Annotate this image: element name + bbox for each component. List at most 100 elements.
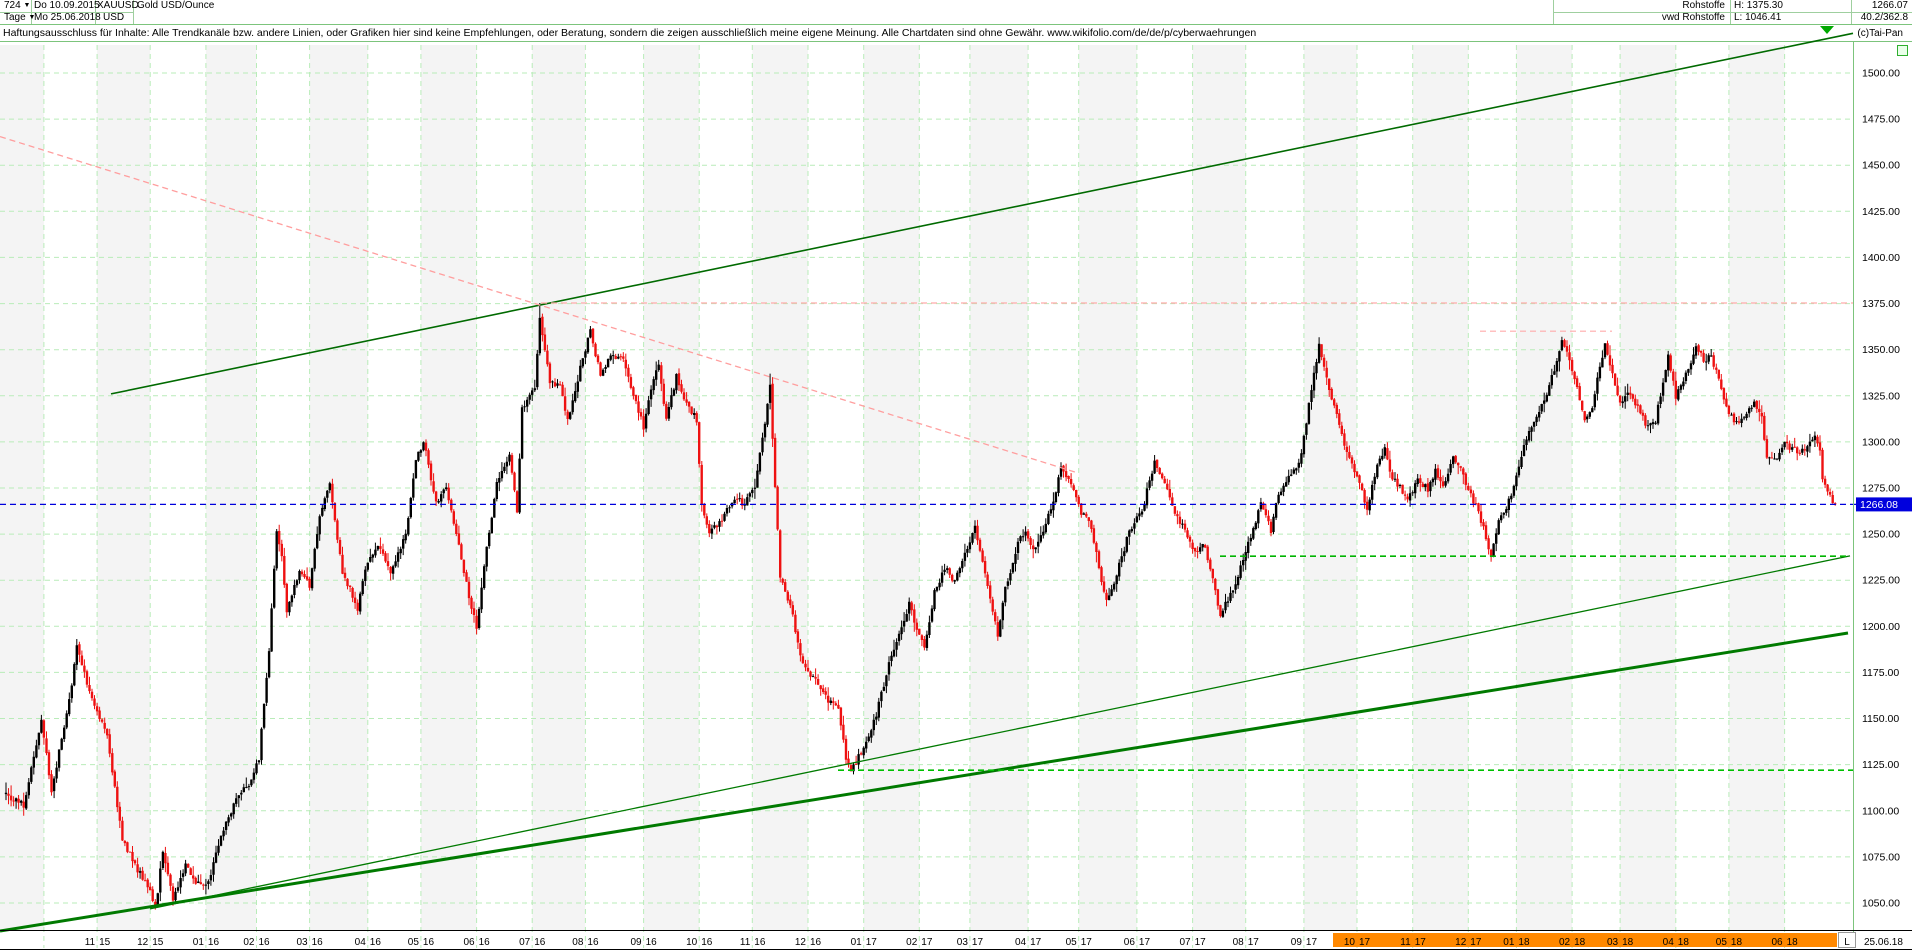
svg-text:1125.00: 1125.00 bbox=[1862, 759, 1899, 771]
svg-text:09: 09 bbox=[1291, 937, 1303, 948]
svg-text:08: 08 bbox=[572, 937, 584, 948]
svg-text:04: 04 bbox=[1015, 937, 1027, 948]
svg-text:18: 18 bbox=[1622, 937, 1634, 948]
svg-text:02: 02 bbox=[906, 937, 918, 948]
svg-text:11: 11 bbox=[740, 937, 751, 948]
svg-text:12: 12 bbox=[795, 937, 807, 948]
svg-text:12: 12 bbox=[137, 937, 149, 948]
svg-text:17: 17 bbox=[972, 937, 984, 948]
svg-text:17: 17 bbox=[1139, 937, 1151, 948]
svg-text:06: 06 bbox=[1771, 937, 1783, 948]
svg-text:10: 10 bbox=[1344, 937, 1356, 948]
svg-text:11: 11 bbox=[1400, 937, 1411, 948]
svg-text:17: 17 bbox=[1306, 937, 1318, 948]
svg-text:18: 18 bbox=[1678, 937, 1690, 948]
svg-text:01: 01 bbox=[851, 937, 863, 948]
svg-text:25.06.18: 25.06.18 bbox=[1864, 937, 1903, 948]
svg-text:16: 16 bbox=[587, 937, 599, 948]
svg-text:1200.00: 1200.00 bbox=[1862, 621, 1900, 633]
svg-text:16: 16 bbox=[370, 937, 382, 948]
svg-text:07: 07 bbox=[519, 937, 531, 948]
svg-text:1100.00: 1100.00 bbox=[1862, 805, 1899, 817]
svg-text:06: 06 bbox=[463, 937, 475, 948]
svg-text:05: 05 bbox=[1716, 937, 1728, 948]
svg-text:17: 17 bbox=[1248, 937, 1260, 948]
svg-text:1400.00: 1400.00 bbox=[1862, 252, 1900, 264]
svg-text:17: 17 bbox=[1081, 937, 1093, 948]
currency-label: USD bbox=[103, 12, 125, 23]
svg-text:1500.00: 1500.00 bbox=[1862, 68, 1900, 80]
svg-text:17: 17 bbox=[1415, 937, 1427, 948]
svg-text:05: 05 bbox=[1066, 937, 1078, 948]
svg-text:1350.00: 1350.00 bbox=[1862, 344, 1900, 356]
svg-text:16: 16 bbox=[208, 937, 220, 948]
svg-text:03: 03 bbox=[1607, 937, 1619, 948]
svg-text:1275.00: 1275.00 bbox=[1862, 483, 1900, 495]
date-from: Do 10.09.2015 bbox=[34, 0, 100, 11]
svg-text:16: 16 bbox=[534, 937, 546, 948]
chevron-down-icon: ▼ bbox=[28, 14, 36, 21]
svg-text:03: 03 bbox=[296, 937, 308, 948]
svg-text:1175.00: 1175.00 bbox=[1862, 667, 1899, 679]
svg-text:16: 16 bbox=[754, 937, 766, 948]
svg-text:17: 17 bbox=[921, 937, 933, 948]
instrument-name: Gold USD/Ounce bbox=[137, 0, 215, 11]
last-value: 1266.07 bbox=[1871, 0, 1908, 11]
svg-text:18: 18 bbox=[1731, 937, 1743, 948]
svg-text:17: 17 bbox=[1359, 937, 1371, 948]
svg-text:1450.00: 1450.00 bbox=[1862, 160, 1900, 172]
svg-text:07: 07 bbox=[1179, 937, 1191, 948]
period-dropdown[interactable]: Tage ▼ bbox=[4, 12, 36, 23]
svg-text:11: 11 bbox=[85, 937, 96, 948]
group-label: Rohstoffe bbox=[1682, 0, 1725, 11]
svg-text:1075.00: 1075.00 bbox=[1862, 851, 1900, 863]
date-to: Mo 25.06.2018 bbox=[34, 12, 101, 23]
svg-text:17: 17 bbox=[866, 937, 878, 948]
svg-text:L: L bbox=[1844, 937, 1850, 948]
svg-text:1225.00: 1225.00 bbox=[1862, 575, 1900, 587]
svg-text:17: 17 bbox=[1195, 937, 1207, 948]
svg-text:02: 02 bbox=[1559, 937, 1571, 948]
svg-text:16: 16 bbox=[646, 937, 658, 948]
svg-text:15: 15 bbox=[152, 937, 164, 948]
svg-text:17: 17 bbox=[1470, 937, 1482, 948]
disclaimer-text: Haftungsausschluss für Inhalte: Alle Tre… bbox=[3, 27, 1257, 39]
svg-text:16: 16 bbox=[810, 937, 822, 948]
svg-text:1250.00: 1250.00 bbox=[1862, 529, 1900, 541]
svg-text:1475.00: 1475.00 bbox=[1862, 114, 1900, 126]
svg-text:06: 06 bbox=[1124, 937, 1136, 948]
svg-text:01: 01 bbox=[193, 937, 205, 948]
svg-text:1266.08: 1266.08 bbox=[1860, 499, 1898, 511]
copyright-label: (c)Tai-Pan bbox=[1857, 28, 1903, 39]
svg-text:16: 16 bbox=[701, 937, 713, 948]
svg-text:16: 16 bbox=[259, 937, 271, 948]
svg-text:16: 16 bbox=[423, 937, 435, 948]
svg-text:17: 17 bbox=[1030, 937, 1042, 948]
svg-text:12: 12 bbox=[1455, 937, 1467, 948]
svg-text:1150.00: 1150.00 bbox=[1862, 713, 1899, 725]
svg-text:1300.00: 1300.00 bbox=[1862, 436, 1900, 448]
svg-text:01: 01 bbox=[1503, 937, 1515, 948]
svg-text:1375.00: 1375.00 bbox=[1862, 298, 1900, 310]
source-label: vwd Rohstoffe bbox=[1661, 12, 1725, 23]
svg-text:09: 09 bbox=[630, 937, 642, 948]
svg-text:08: 08 bbox=[1233, 937, 1245, 948]
bars-count-dropdown[interactable]: 724 ▼ bbox=[4, 0, 31, 11]
svg-text:16: 16 bbox=[479, 937, 491, 948]
svg-text:18: 18 bbox=[1518, 937, 1530, 948]
svg-text:1325.00: 1325.00 bbox=[1862, 390, 1900, 402]
symbol-label: XAUUSD bbox=[97, 0, 139, 11]
period-high: H: 1375.30 bbox=[1734, 0, 1783, 11]
svg-text:1425.00: 1425.00 bbox=[1862, 206, 1900, 218]
svg-text:15: 15 bbox=[99, 937, 111, 948]
svg-text:05: 05 bbox=[408, 937, 420, 948]
svg-text:10: 10 bbox=[686, 937, 698, 948]
svg-text:18: 18 bbox=[1574, 937, 1586, 948]
resize-handle-icon[interactable] bbox=[1897, 45, 1908, 56]
change-value: 40.2/362.8 bbox=[1860, 12, 1908, 23]
svg-text:18: 18 bbox=[1787, 937, 1799, 948]
svg-text:02: 02 bbox=[243, 937, 255, 948]
svg-text:16: 16 bbox=[312, 937, 324, 948]
svg-text:04: 04 bbox=[355, 937, 367, 948]
